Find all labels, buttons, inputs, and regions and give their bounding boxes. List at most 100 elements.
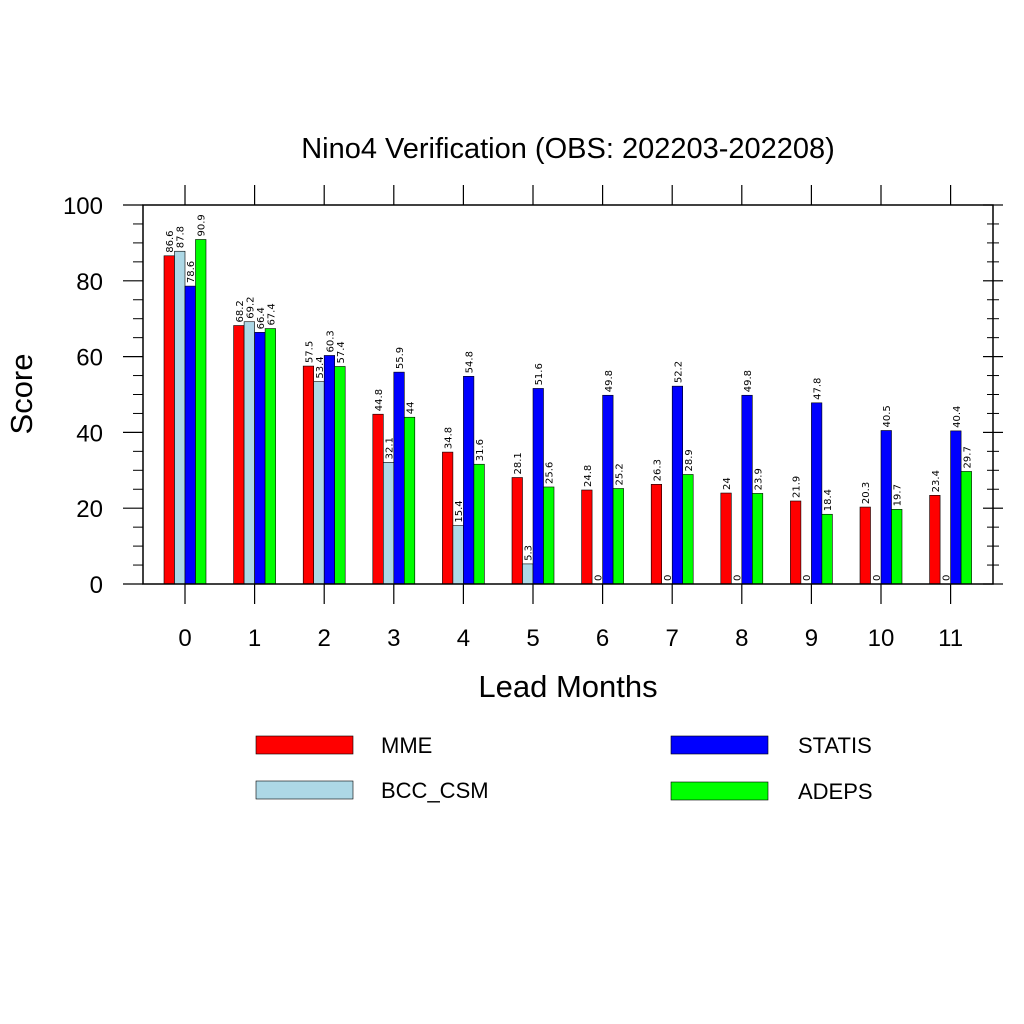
x-tick-label: 9 xyxy=(805,625,818,652)
y-tick-label: 60 xyxy=(76,345,103,372)
bar-value-label: 67.4 xyxy=(266,303,277,325)
bar-value-label: 68.2 xyxy=(235,300,246,322)
bar-mme-lead-7 xyxy=(650,484,663,585)
bar-mme-lead-3 xyxy=(372,413,384,585)
bar-mme-lead-8 xyxy=(720,492,732,585)
bar-value-label: 31.6 xyxy=(475,439,486,461)
bar-statis-lead-9 xyxy=(811,402,823,585)
x-tick-label: 2 xyxy=(318,625,331,652)
legend-swatch-bcc_csm xyxy=(255,780,354,800)
x-tick-label: 3 xyxy=(387,625,400,652)
bar-bcc_csm-lead-2 xyxy=(313,381,325,585)
bar-statis-lead-2 xyxy=(323,355,336,585)
x-tick-label: 0 xyxy=(178,625,191,652)
x-tick-label: 8 xyxy=(735,625,748,652)
bar-statis-lead-0 xyxy=(184,285,196,585)
bar-value-label: 54.8 xyxy=(465,351,476,373)
bar-value-label: 44.8 xyxy=(374,389,385,411)
bar-value-label: 5.3 xyxy=(524,545,535,561)
y-tick-label: 100 xyxy=(63,193,103,220)
bar-value-label: 49.8 xyxy=(604,370,615,392)
bar-adeps-lead-6 xyxy=(612,488,624,585)
bar-adeps-lead-11 xyxy=(960,471,972,585)
bar-mme-lead-9 xyxy=(790,500,802,585)
bar-adeps-lead-0 xyxy=(195,239,207,585)
bar-adeps-lead-3 xyxy=(403,416,416,585)
bar-statis-lead-4 xyxy=(463,376,475,585)
plot-area: 86.668.257.544.834.828.124.8 26.324 21.9 20… xyxy=(63,185,1003,652)
bar-value-label: 90.9 xyxy=(197,214,208,236)
legend-label-adeps: ADEPS xyxy=(798,779,873,804)
bar-value-label: 78.6 xyxy=(186,261,197,283)
bar-value-label: 29.7 xyxy=(962,446,973,468)
bar-adeps-lead-9 xyxy=(821,513,833,585)
legend: MME STATIS BCC_CSM ADEPS xyxy=(255,733,873,804)
y-tick-label: 0 xyxy=(90,572,103,599)
bar-statis-lead-5 xyxy=(532,388,544,585)
bar-mme-lead-0 xyxy=(163,255,175,585)
bar-statis-lead-3 xyxy=(393,371,405,585)
chart-title: Nino4 Verification (OBS: 202203-202208) xyxy=(301,133,835,165)
bar-value-label: 87.8 xyxy=(176,226,187,248)
bar-adeps-lead-8 xyxy=(751,493,764,585)
bar-adeps-lead-2 xyxy=(334,366,346,585)
bar-value-label: 24 xyxy=(722,477,733,490)
bar-statis-lead-1 xyxy=(254,332,266,585)
y-tick-label: 80 xyxy=(76,269,103,296)
bar-value-label: 28.9 xyxy=(684,449,695,471)
bar-mme-lead-10 xyxy=(859,506,871,585)
bar-statis-lead-11 xyxy=(950,430,962,585)
bar-value-label: 51.6 xyxy=(534,363,545,385)
y-axis-label: Score xyxy=(4,354,39,435)
bar-value-label: 57.4 xyxy=(336,341,347,363)
bar-value-label: 25.6 xyxy=(545,462,556,484)
bar-mme-lead-6 xyxy=(581,489,593,585)
bar-value-label: 52.2 xyxy=(673,361,684,383)
bar-bcc_csm-lead-0 xyxy=(174,250,186,585)
x-tick-label: 11 xyxy=(938,625,963,652)
bar-adeps-lead-7 xyxy=(682,474,694,585)
x-tick-label: 4 xyxy=(457,625,470,652)
bar-value-label: 44 xyxy=(406,402,417,415)
x-tick-label: 10 xyxy=(868,625,895,652)
x-tick-label: 6 xyxy=(596,625,609,652)
bar-value-label: 23.9 xyxy=(754,468,765,490)
bar-adeps-lead-4 xyxy=(473,463,485,585)
bar-value-label: 21.9 xyxy=(792,476,803,498)
legend-label-mme: MME xyxy=(381,733,432,758)
legend-swatch-adeps xyxy=(670,781,769,801)
bar-value-label: 57.5 xyxy=(304,341,315,363)
bar-value-label: 86.6 xyxy=(165,231,176,253)
bar-value-label: 25.2 xyxy=(614,463,625,485)
legend-label-bcc_csm: BCC_CSM xyxy=(381,778,489,803)
bar-value-label: 49.8 xyxy=(743,370,754,392)
x-tick-label: 5 xyxy=(526,625,539,652)
bar-value-label: 20.3 xyxy=(861,482,872,504)
bar-adeps-lead-5 xyxy=(543,486,555,585)
bar-value-label: 53.4 xyxy=(315,356,326,378)
bar-bcc_csm-lead-4 xyxy=(452,525,464,585)
bar-bcc_csm-lead-3 xyxy=(382,462,395,585)
bar-value-label: 18.4 xyxy=(823,489,834,511)
y-tick-label: 20 xyxy=(76,496,103,523)
x-tick-label: 1 xyxy=(248,625,261,652)
bar-value-label: 34.8 xyxy=(444,427,455,449)
bar-mme-lead-4 xyxy=(442,451,454,585)
bar-value-label: 24.8 xyxy=(583,465,594,487)
y-tick-label: 40 xyxy=(76,420,103,447)
bar-value-label: 26.3 xyxy=(652,459,663,481)
bar-value-label: 69.2 xyxy=(245,296,256,318)
bar-value-label: 0 xyxy=(802,575,813,581)
bar-mme-lead-5 xyxy=(511,477,523,585)
x-tick-label: 7 xyxy=(666,625,679,652)
bar-value-label: 40.4 xyxy=(952,406,963,428)
legend-swatch-statis xyxy=(670,735,769,755)
bar-value-label: 0 xyxy=(663,575,674,581)
bar-adeps-lead-1 xyxy=(264,328,276,585)
bar-bcc_csm-lead-1 xyxy=(243,321,255,585)
bar-value-label: 66.4 xyxy=(256,307,267,329)
bar-statis-lead-7 xyxy=(671,385,684,585)
bar-mme-lead-11 xyxy=(929,495,941,585)
bar-bcc_csm-lead-5 xyxy=(522,563,534,585)
